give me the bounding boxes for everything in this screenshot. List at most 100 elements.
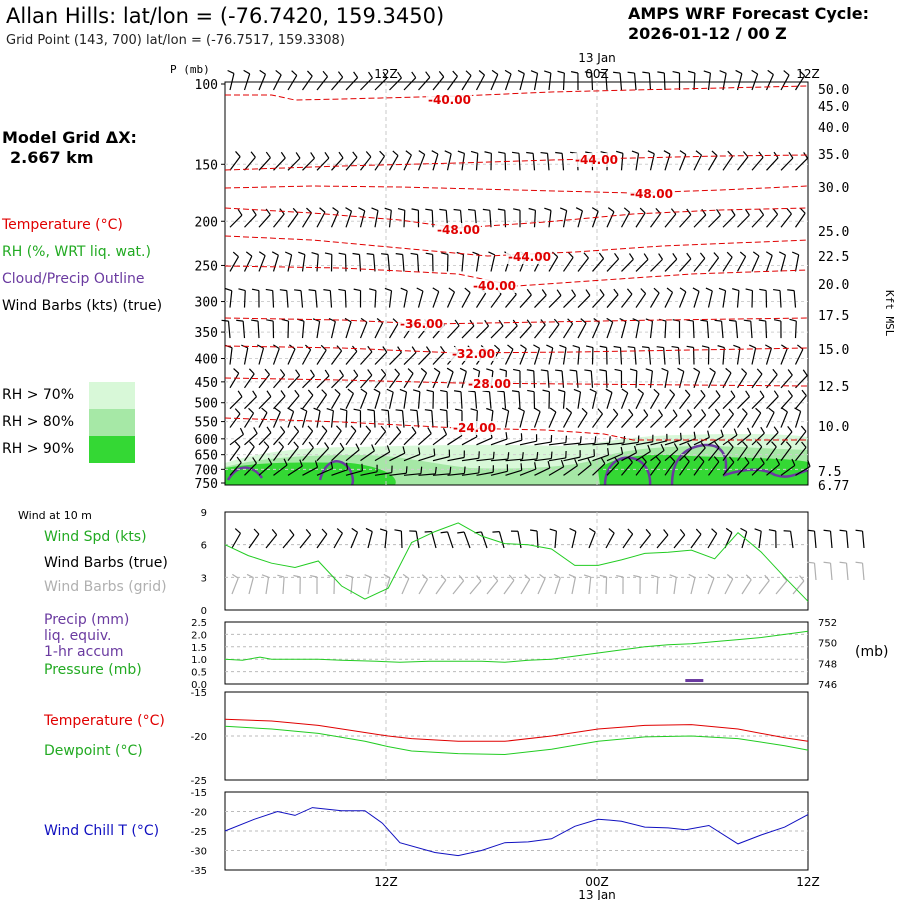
surface-wind-barb-true — [845, 531, 849, 549]
upper-air-wind-barb — [418, 351, 431, 365]
upper-air-wind-barb — [589, 388, 597, 393]
upper-air-wind-barb — [505, 432, 508, 440]
upper-air-wind-barb — [664, 371, 669, 388]
pressure-tick-label: 200 — [195, 215, 218, 230]
upper-air-wind-barb — [388, 323, 399, 339]
upper-air-wind-barb — [760, 426, 765, 434]
upper-air-wind-barb — [293, 425, 300, 432]
upper-air-wind-barb — [632, 318, 640, 322]
upper-air-wind-barb — [773, 319, 782, 322]
upper-air-wind-barb — [787, 289, 795, 292]
upper-air-wind-barb — [432, 287, 440, 293]
upper-air-wind-barb — [331, 350, 343, 365]
upper-air-wind-barb — [301, 349, 312, 365]
upper-air-wind-barb — [541, 289, 547, 296]
upper-air-wind-barb — [287, 431, 300, 446]
upper-air-wind-barb — [420, 466, 423, 474]
upper-air-wind-barb — [783, 70, 790, 76]
surface-wind-barb-true — [707, 533, 718, 549]
upper-air-wind-barb — [287, 75, 298, 91]
upper-air-wind-barb — [403, 373, 414, 389]
upper-air-wind-barb — [635, 441, 653, 446]
upper-air-wind-barb — [345, 470, 363, 476]
upper-air-wind-barb — [606, 462, 620, 476]
kft-tick-label: 15.0 — [818, 343, 849, 358]
upper-air-wind-barb — [476, 471, 494, 476]
surface-wind-barb-grid — [707, 573, 715, 579]
upper-air-wind-barb — [700, 441, 706, 449]
date-label-bottom: 13 Jan — [578, 888, 616, 900]
upper-air-wind-barb — [265, 288, 273, 292]
surface-wind-barb-true — [758, 531, 762, 549]
upper-air-wind-barb — [780, 254, 787, 272]
upper-air-wind-barb — [780, 464, 796, 476]
upper-air-wind-barb — [533, 411, 541, 428]
surface-wind-barb-grid — [265, 577, 270, 595]
upper-air-wind-barb — [446, 153, 452, 171]
temperature-contour-label: -28.00 — [468, 377, 511, 391]
upper-air-wind-barb — [331, 157, 344, 171]
upper-air-wind-barb — [386, 445, 391, 453]
upper-air-wind-barb — [432, 473, 450, 476]
surface-wind-barb-true — [336, 528, 343, 534]
upper-air-wind-barb — [575, 207, 583, 212]
upper-air-wind-barb — [592, 413, 603, 428]
upper-air-wind-barb — [693, 447, 706, 462]
surface-wind-barb-grid — [823, 561, 831, 564]
upper-air-wind-barb — [261, 407, 268, 414]
upper-air-wind-barb — [258, 446, 270, 462]
upper-air-wind-barb — [592, 294, 605, 308]
pressure-axis-label: P (mb) — [170, 63, 210, 76]
upper-air-wind-barb — [359, 322, 368, 339]
upper-air-wind-barb — [768, 407, 775, 413]
upper-air-wind-barb — [439, 408, 447, 412]
upper-air-wind-barb — [718, 287, 726, 292]
upper-air-wind-barb — [316, 447, 330, 462]
upper-air-wind-barb — [737, 433, 752, 446]
upper-air-wind-barb — [279, 369, 286, 376]
upper-air-wind-barb — [339, 442, 345, 450]
wind-speed-panel-tick-label: 9 — [201, 508, 207, 519]
upper-air-wind-barb — [526, 319, 532, 326]
time-tick-label-top: 12Z — [796, 67, 820, 81]
upper-air-wind-barb — [520, 344, 527, 350]
surface-wind-barb-grid — [792, 580, 805, 595]
upper-air-wind-barb — [772, 368, 778, 376]
upper-air-wind-barb — [743, 319, 751, 322]
upper-air-wind-barb — [371, 444, 375, 452]
upper-air-wind-barb — [619, 317, 627, 323]
surface-wind-barb-grid — [855, 561, 863, 564]
surface-wind-barb-true — [645, 528, 652, 536]
upper-air-wind-barb — [253, 427, 258, 434]
surface-wind-barb-grid — [418, 578, 429, 595]
upper-air-wind-barb — [577, 412, 588, 428]
surface-wind-barb-grid — [476, 575, 482, 582]
upper-air-wind-barb — [592, 258, 605, 272]
upper-air-wind-barb — [701, 208, 707, 216]
upper-air-wind-barb — [374, 210, 379, 228]
upper-air-wind-barb — [591, 211, 599, 228]
upper-air-wind-barb — [316, 254, 319, 272]
upper-air-wind-barb — [519, 410, 525, 428]
upper-air-wind-barb — [649, 393, 660, 410]
upper-air-wind-barb — [606, 414, 619, 428]
upper-air-wind-barb — [572, 345, 580, 349]
upper-air-wind-barb — [504, 73, 512, 91]
upper-air-wind-barb — [331, 430, 342, 446]
dewpoint-line — [224, 725, 809, 756]
upper-air-wind-barb — [643, 409, 649, 416]
upper-air-wind-barb — [265, 151, 271, 159]
upper-air-wind-barb — [671, 345, 679, 349]
upper-air-wind-barb — [765, 412, 775, 428]
upper-air-wind-barb — [577, 391, 582, 409]
upper-air-wind-barb — [745, 390, 751, 398]
upper-air-wind-barb — [693, 257, 706, 272]
upper-air-wind-barb — [765, 348, 772, 365]
upper-air-wind-barb — [766, 214, 779, 228]
upper-air-wind-barb — [707, 290, 713, 308]
upper-air-wind-barb — [258, 374, 270, 389]
upper-air-wind-barb — [573, 388, 581, 393]
upper-air-wind-barb — [606, 392, 613, 409]
upper-air-wind-barb — [608, 436, 611, 444]
kft-tick-label: 6.77 — [818, 479, 849, 494]
